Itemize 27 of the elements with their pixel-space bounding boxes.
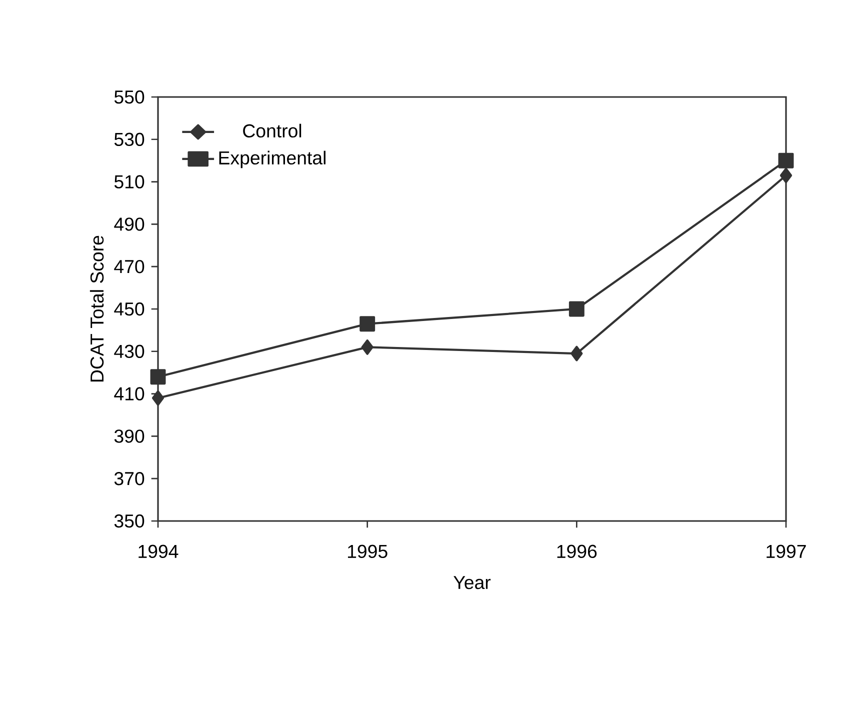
x-tick-label: 1997 <box>766 544 806 558</box>
x-axis-title: Year <box>454 576 491 590</box>
x-tick-label: 1995 <box>348 544 388 558</box>
y-tick-label: 510 <box>114 175 144 188</box>
x-tick-label: 1996 <box>557 544 597 558</box>
y-tick-label: 490 <box>114 218 144 231</box>
y-tick-label: 450 <box>114 302 144 316</box>
y-axis-title: DCAT Total Score <box>90 236 104 382</box>
legend-label: Experimental <box>219 150 326 168</box>
point <box>152 390 164 406</box>
legend-label: Control <box>243 124 302 138</box>
point <box>778 152 794 168</box>
y-tick-label: 550 <box>114 90 144 104</box>
point <box>570 346 583 362</box>
y-tick-label: 390 <box>114 430 144 443</box>
y-tick-label: 370 <box>114 472 144 486</box>
point <box>150 369 166 385</box>
y-tick-label: 350 <box>114 514 144 528</box>
y-tick-label: 410 <box>114 387 144 400</box>
point <box>361 339 374 355</box>
y-tick-label: 430 <box>114 344 144 358</box>
y-tick-label: 530 <box>114 132 144 146</box>
point <box>568 301 584 317</box>
point <box>780 168 792 184</box>
x-tick-label: 1994 <box>138 544 178 558</box>
point <box>360 316 376 332</box>
y-tick-label: 470 <box>114 260 144 274</box>
